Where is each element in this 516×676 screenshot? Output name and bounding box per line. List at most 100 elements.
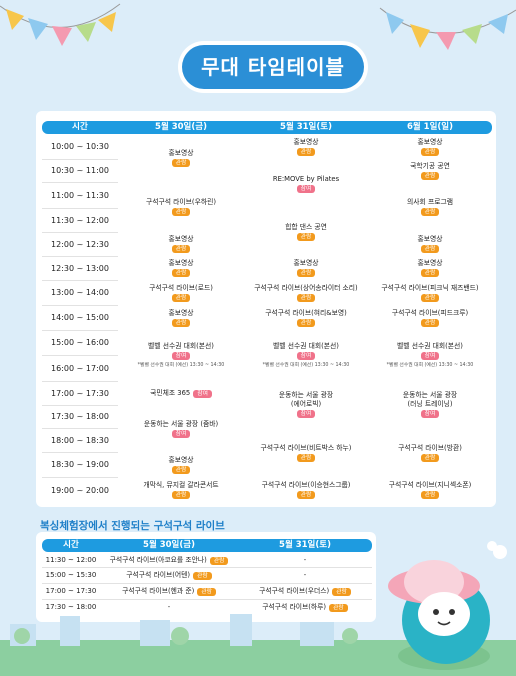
event-inline: 구석구석 라이브(아코요를 조안나) 관람	[110, 556, 229, 565]
time-cell: 10:30 ~ 11:00	[51, 166, 109, 175]
event-cell: 홍보영상 관람	[118, 305, 244, 330]
status-badge: 관람	[193, 571, 212, 580]
event-cell: 구석구석 라이브(혀리&보영) 관람	[244, 305, 368, 330]
event-label: RE:MOVE by Pilates	[272, 174, 340, 183]
time-cell: 19:00 ~ 20:00	[51, 485, 109, 495]
event-label: 구석구석 라이브(어텐)	[126, 570, 191, 579]
row-divider	[42, 599, 372, 600]
status-badge: 참여	[171, 429, 191, 438]
status-badge: 관람	[296, 269, 316, 277]
status-badge: 참여	[420, 351, 440, 360]
status-badge: 관람	[171, 465, 191, 474]
column-header: 5월 31일(토)	[238, 539, 372, 552]
event-label: 운동하는 서울 광장	[278, 391, 334, 399]
event-label: 홍보영상	[417, 137, 443, 146]
event-cell: 구석구석 라이브(비트박스 하누) 관람	[244, 428, 368, 477]
event-label: -	[303, 570, 307, 579]
event-cell: 구석구석 라이브(우더스) 관람	[238, 583, 372, 599]
event-cell: 구석구석 라이브(이승현스그룹) 관람	[244, 477, 368, 503]
status-badge: 관람	[209, 556, 229, 565]
event-label: 홍보영상	[168, 259, 194, 267]
status-badge: 관람	[329, 603, 348, 612]
status-badge: 관람	[420, 147, 440, 156]
time-cell: 17:00 ~ 17:30	[45, 587, 97, 595]
event-inline: 국민체조 365 참여	[150, 389, 212, 398]
status-badge: 관람	[197, 587, 216, 596]
status-badge: 관람	[296, 147, 316, 156]
event-label: 힙합 댄스 공연	[285, 223, 327, 231]
event-label: 구석구석 라이브(하루)	[262, 602, 327, 611]
event-label: 구석구석 라이브(헨과 준)	[122, 586, 195, 595]
status-badge: 관람	[171, 293, 191, 302]
event-label: 구석구석 라이브(우하린)	[146, 198, 216, 206]
event-cell: 구석구석 라이브(피드크루) 관람	[368, 305, 492, 330]
event-label: 운동하는 서울 광장	[402, 391, 458, 399]
status-badge: 관람	[420, 318, 440, 327]
event-label: 홍보영상	[417, 259, 443, 267]
event-label: 홍보영상	[417, 235, 443, 243]
event-label: 홍보영상	[168, 149, 194, 157]
time-cell: 13:00 ~ 14:00	[51, 288, 109, 297]
event-cell: 벨벨 선수권 대회(본선) 참여 *벨벨 선수권 대회 (예선) 13:30 ~ 1…	[244, 330, 368, 381]
event-cell: 홍보영상 관람	[118, 232, 244, 256]
event-inline: 구석구석 라이브(헨과 준) 관람	[122, 587, 216, 596]
time-cell: 14:00 ~ 15:00	[51, 313, 109, 322]
event-label: 의사회 프로그램	[407, 198, 453, 206]
event-cell: -	[100, 599, 238, 615]
status-badge: 관람	[420, 491, 440, 499]
status-badge: 관람	[420, 453, 440, 462]
bunting-decoration	[0, 3, 516, 50]
mascot-illustration	[388, 541, 507, 670]
time-cell: 11:30 ~ 12:00	[51, 215, 109, 225]
event-cell: 홍보영상 관람	[118, 452, 244, 477]
time-cell: 17:00 ~ 17:30	[51, 388, 109, 398]
status-badge: 참여	[420, 410, 440, 418]
event-label: 홍보영상	[293, 259, 319, 267]
time-cell: 15:00 ~ 16:00	[51, 338, 109, 347]
column-header: 5월 30일(금)	[118, 121, 244, 134]
event-cell: 구석구석 라이브(어텐) 관람	[100, 567, 238, 583]
event-label: 벨벨 선수권 대회(본선)	[148, 341, 214, 350]
status-badge: 관람	[420, 245, 440, 253]
column-header: 시간	[42, 121, 118, 134]
event-label: 구석구석 라이브(비트박스 하누)	[260, 443, 352, 452]
event-cell: 홍보영상 관람	[368, 134, 492, 159]
status-badge: 관람	[420, 208, 440, 216]
event-inline: 구석구석 라이브(어텐) 관람	[126, 570, 212, 580]
status-badge: 관람	[420, 269, 440, 277]
event-cell: RE:MOVE by Pilates 참여	[244, 159, 368, 208]
event-cell: 구석구석 라이브(로드) 관람	[118, 280, 244, 305]
time-cell: 18:00 ~ 18:30	[51, 435, 109, 445]
event-cell: 구석구석 라이브(아코요를 조안나) 관람	[100, 553, 238, 567]
event-inline: -	[304, 556, 306, 565]
event-inline: -	[168, 603, 170, 612]
status-badge: 관람	[420, 293, 440, 302]
status-badge: 관람	[296, 453, 316, 462]
event-cell: 운동하는 서울 광장 (러닝 트레이닝) 참여	[368, 381, 492, 428]
status-badge: 관람	[296, 233, 316, 241]
event-label: 운동하는 서울 광장 (줌바)	[143, 419, 219, 428]
time-cell: 12:30 ~ 13:00	[51, 263, 109, 273]
live-section-title: 복싱체험장에서 진행되는 구석구석 라이브	[40, 520, 225, 532]
event-note: *벨벨 선수권 대회 (예선) 13:30 ~ 14:30	[386, 362, 474, 368]
event-label: 벨벨 선수권 대회(본선)	[397, 341, 463, 350]
event-label: -	[167, 602, 171, 611]
event-cell: 구석구석 라이브(우하린) 관람	[118, 182, 244, 232]
status-badge: 관람	[171, 269, 191, 277]
time-cell: 18:30 ~ 19:00	[51, 460, 109, 469]
event-label: 구석구석 라이브(아코요를 조안나)	[109, 555, 207, 564]
event-label: 구석구석 라이브(피크닉 재즈밴드)	[381, 283, 479, 292]
event-sublabel: (에어로빅)	[290, 400, 322, 408]
event-cell: -	[238, 567, 372, 583]
event-cell: 개막식, 뮤지컬 갈라콘서트 관람	[118, 477, 244, 503]
status-badge: 관람	[171, 159, 191, 167]
status-badge: 참여	[296, 184, 316, 193]
time-cell: 16:00 ~ 17:00	[51, 363, 109, 373]
event-label: 구석구석 라이브(상어송라이터 소리)	[254, 283, 358, 292]
